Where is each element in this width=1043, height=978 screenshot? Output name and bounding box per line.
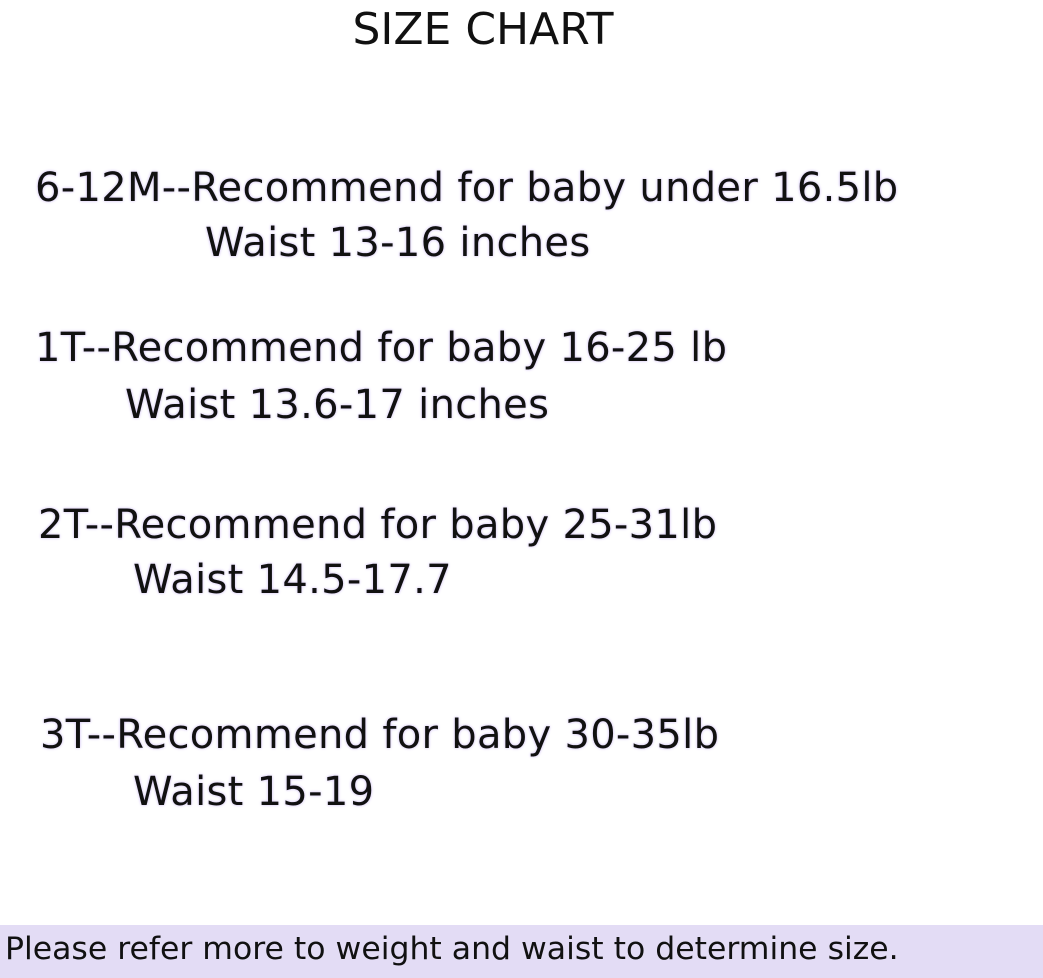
page-title: SIZE CHART [352,4,614,55]
size-3t-weight: 3T--Recommend for baby 30-35lb [40,712,720,758]
footer-note: Please refer more to weight and waist to… [5,931,899,967]
size-2t-waist: Waist 14.5-17.7 [133,557,452,603]
size-1t-waist: Waist 13.6-17 inches [125,382,550,428]
size-6-12m-waist: Waist 13-16 inches [205,220,591,266]
size-2t-weight: 2T--Recommend for baby 25-31lb [38,502,718,548]
size-3t-waist: Waist 15-19 [133,769,375,815]
size-6-12m-weight: 6-12M--Recommend for baby under 16.5lb [35,165,899,211]
size-1t-weight: 1T--Recommend for baby 16-25 lb [35,325,728,371]
footer-note-bar: Please refer more to weight and waist to… [0,925,1043,978]
